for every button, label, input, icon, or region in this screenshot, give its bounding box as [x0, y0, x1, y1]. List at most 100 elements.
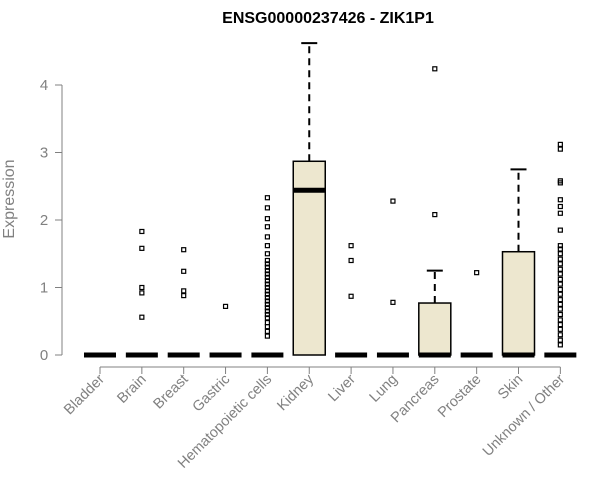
- outlier-point: [264, 301, 270, 307]
- box-liver: [335, 243, 368, 358]
- x-tick-label: Skin: [495, 372, 526, 403]
- box-skin: [501, 168, 536, 358]
- outlier-point: [557, 227, 563, 233]
- box-breast: [167, 247, 200, 358]
- outlier-point: [264, 281, 270, 287]
- outlier-point: [264, 243, 270, 249]
- outlier-point: [264, 257, 270, 264]
- outlier-point: [557, 317, 563, 323]
- outlier-point: [557, 266, 563, 272]
- outlier-point: [264, 268, 270, 274]
- outlier-point: [557, 291, 563, 297]
- outlier-point: [390, 198, 396, 204]
- outlier-point: [264, 224, 270, 230]
- outlier-point: [557, 203, 563, 210]
- outlier-point: [264, 205, 270, 211]
- y-tick-label: 1: [40, 280, 48, 297]
- outlier-point: [139, 245, 145, 251]
- outlier-point: [474, 270, 480, 276]
- box-hematopoietic-cells: [251, 195, 284, 358]
- outlier-point: [557, 306, 563, 312]
- outlier-point: [264, 291, 270, 297]
- outlier-point: [264, 271, 270, 277]
- x-tick-label: Bladder: [61, 371, 108, 418]
- box-kidney: [292, 42, 326, 356]
- outlier-point: [432, 212, 438, 218]
- outlier-point: [557, 210, 563, 216]
- outlier-point: [264, 264, 270, 270]
- outlier-point: [557, 146, 563, 152]
- outlier-point: [557, 243, 563, 249]
- y-tick-label: 2: [40, 212, 48, 229]
- outlier-point: [557, 337, 563, 343]
- outlier-point: [139, 228, 145, 235]
- outlier-point: [264, 274, 270, 280]
- outlier-point: [264, 278, 270, 284]
- outlier-point: [557, 178, 563, 184]
- outlier-point: [557, 246, 563, 252]
- outlier-point: [264, 308, 270, 314]
- outlier-point: [557, 271, 563, 277]
- outlier-point: [264, 216, 270, 222]
- outlier-point: [557, 256, 563, 262]
- box-iqr: [292, 160, 326, 356]
- box-unknown-other: [544, 141, 577, 358]
- outlier-point: [390, 299, 396, 305]
- outlier-point: [557, 251, 563, 257]
- outlier-point: [557, 261, 563, 267]
- outlier-point: [557, 276, 563, 282]
- outlier-point: [139, 284, 145, 291]
- x-tick-label: Prostate: [435, 372, 484, 421]
- outlier-point: [264, 305, 270, 311]
- outlier-point: [557, 311, 563, 318]
- outlier-point: [264, 333, 270, 339]
- box-lung: [376, 198, 409, 358]
- outlier-point: [348, 293, 354, 299]
- outlier-point: [557, 322, 563, 328]
- box-iqr: [501, 250, 536, 356]
- x-tick-label: Liver: [325, 371, 359, 405]
- outlier-point: [181, 247, 187, 253]
- outlier-point: [557, 141, 563, 147]
- outlier-point: [264, 328, 270, 334]
- outlier-point: [264, 234, 270, 240]
- outlier-point: [557, 281, 563, 287]
- box-brain: [125, 228, 158, 358]
- outlier-point: [557, 326, 563, 332]
- outlier-point: [264, 295, 270, 301]
- outlier-point: [557, 342, 563, 348]
- outlier-point: [181, 268, 187, 274]
- box-prostate: [460, 270, 493, 358]
- chart-title: ENSG00000237426 - ZIK1P1: [222, 10, 434, 27]
- outlier-point: [348, 257, 354, 264]
- outlier-point: [139, 314, 145, 320]
- outlier-point: [557, 301, 563, 307]
- outlier-point: [139, 290, 145, 296]
- outlier-point: [264, 288, 270, 294]
- outlier-point: [557, 332, 563, 338]
- outlier-point: [557, 297, 563, 303]
- outlier-point: [264, 195, 270, 201]
- outlier-point: [264, 298, 270, 304]
- boxes: [84, 42, 577, 358]
- outlier-point: [264, 320, 270, 326]
- y-axis: 0 1 2 3 4: [40, 77, 63, 364]
- x-tick-label: Brain: [114, 372, 149, 407]
- outlier-point: [264, 311, 270, 318]
- outlier-point: [557, 286, 563, 293]
- outlier-point: [222, 303, 229, 309]
- outlier-point: [557, 197, 563, 203]
- outlier-point: [264, 324, 270, 330]
- outlier-point: [264, 284, 270, 291]
- outlier-point: [181, 293, 187, 299]
- y-tick-label: 4: [40, 77, 48, 94]
- outlier-point: [264, 251, 270, 257]
- x-tick-label: Kidney: [274, 371, 317, 414]
- box-pancreas: [418, 66, 452, 358]
- box-iqr: [418, 302, 452, 356]
- outlier-point: [348, 243, 354, 249]
- outlier-point: [264, 315, 270, 321]
- box-gastric: [209, 303, 242, 358]
